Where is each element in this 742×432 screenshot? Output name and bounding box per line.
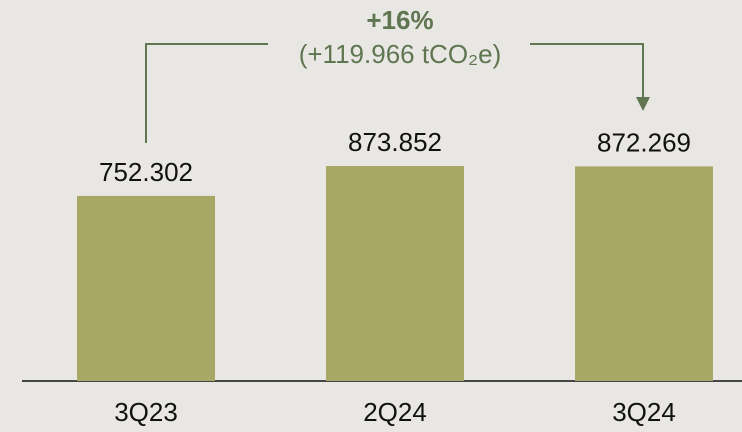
bracket-left — [145, 43, 268, 143]
value-label: 873.852 — [348, 127, 442, 157]
x-tick-label: 2Q24 — [363, 397, 427, 427]
value-label: 872.269 — [597, 127, 691, 157]
value-label: 752.302 — [99, 157, 193, 187]
bar — [575, 166, 713, 381]
bracket-right — [530, 43, 644, 98]
bar — [77, 195, 215, 381]
x-tick-label: 3Q24 — [612, 397, 676, 427]
annotation-delta: (+119.966 tCO₂e) — [299, 39, 502, 69]
annotation-percent: +16% — [366, 5, 433, 35]
arrow-head — [636, 97, 650, 111]
x-tick-label: 3Q23 — [114, 397, 178, 427]
bar — [326, 166, 464, 381]
